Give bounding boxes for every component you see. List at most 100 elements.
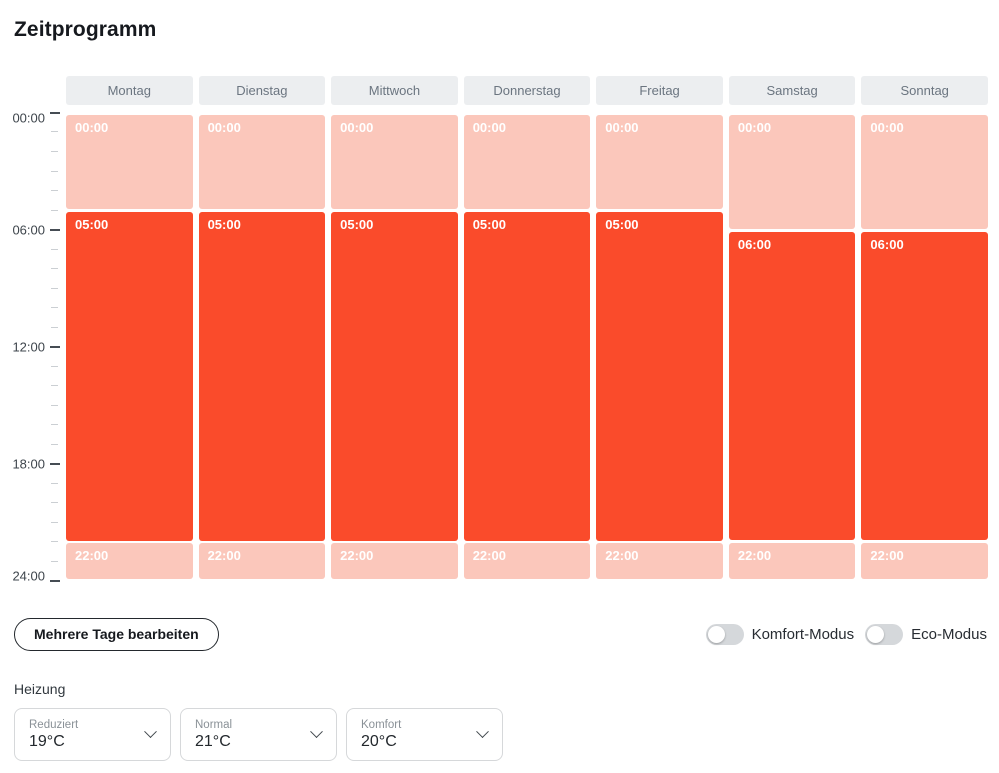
time-block[interactable]: 22:00 [463,543,591,580]
toggle-knob [867,626,885,643]
axis-tick-label: 24:00 [12,568,45,584]
day-track[interactable]: 00:00 05:00 22:00 [66,113,193,581]
day-column-freitag: Freitag 00:00 05:00 22:00 [596,76,723,581]
time-block[interactable]: 05:00 [463,212,591,541]
select-label: Komfort [361,718,402,731]
time-block-start-label: 05:00 [207,217,241,232]
time-block-start-label: 22:00 [75,548,109,564]
time-block[interactable]: 00:00 [596,114,723,209]
time-axis: 00:00 06:00 12:00 18:00 24:00 [0,110,66,584]
day-column-donnerstag: Donnerstag 00:00 05:00 22:00 [463,76,591,581]
temperature-selects: Reduziert 19°C Normal 21°C Komfort 20°C [14,708,999,761]
axis-tick [51,541,58,542]
time-block-start-label: 22:00 [207,548,241,564]
axis-tick [50,463,60,465]
axis-tick [51,209,58,211]
time-block-start-label: 22:00 [737,548,772,564]
edit-multiple-days-button[interactable]: Mehrere Tage bearbeiten [14,618,219,651]
time-block[interactable]: 22:00 [198,543,326,580]
day-track[interactable]: 00:00 05:00 22:00 [463,113,591,581]
day-track[interactable]: 00:00 06:00 22:00 [861,113,988,581]
time-block[interactable]: 00:00 [198,114,326,209]
time-block-start-label: 00:00 [472,119,506,135]
axis-tick [50,112,60,114]
select-texts: Normal 21°C [195,719,232,751]
actions-row: Mehrere Tage bearbeiten Komfort-Modus Ec… [14,618,987,651]
chevron-down-icon [144,725,157,739]
eco-modus-toggle[interactable] [865,624,904,645]
days-grid: Montag 00:00 05:00 22:00 Dienstag 00:00 05:00 2… [66,76,988,581]
day-track[interactable]: 00:00 05:00 22:00 [596,113,723,581]
day-header: Dienstag [198,76,326,105]
komfort-modus-toggle-group[interactable]: Komfort-Modus [705,624,855,645]
select-label: Normal [195,718,233,731]
time-block-start-label: 22:00 [472,548,506,564]
weekly-schedule-chart: 00:00 06:00 12:00 18:00 24:00 Montag 00:00 05:… [0,76,988,584]
time-block[interactable]: 00:00 [728,114,856,229]
komfort-temperature-select[interactable]: Komfort 20°C [346,708,503,761]
day-track[interactable]: 00:00 05:00 22:00 [198,113,326,581]
day-header: Montag [66,76,193,105]
day-track[interactable]: 00:00 06:00 22:00 [728,113,856,581]
time-block[interactable]: 22:00 [861,543,988,580]
time-block[interactable]: 00:00 [861,114,988,229]
time-block[interactable]: 05:00 [596,212,723,541]
mode-toggles: Komfort-Modus Eco-Modus [705,624,987,645]
time-block[interactable]: 22:00 [596,543,723,580]
reduziert-temperature-select[interactable]: Reduziert 19°C [14,708,171,761]
time-block[interactable]: 05:00 [331,212,458,541]
eco-modus-toggle-group[interactable]: Eco-Modus [865,624,987,645]
axis-tick [51,521,58,523]
select-texts: Reduziert 19°C [29,719,78,751]
day-column-sonntag: Sonntag 00:00 06:00 22:00 [861,76,988,581]
axis-tick [51,385,58,386]
chevron-down-icon [476,725,489,739]
day-column-mittwoch: Mittwoch 00:00 05:00 22:00 [331,76,458,581]
komfort-modus-toggle[interactable] [705,624,744,645]
axis-tick [51,150,58,152]
time-block-start-label: 05:00 [75,217,109,232]
time-block[interactable]: 06:00 [728,231,856,541]
time-block[interactable]: 06:00 [861,231,988,541]
time-block-start-label: 00:00 [605,119,639,135]
axis-tick [51,404,58,406]
axis-tick [51,502,58,503]
axis-tick-label: 18:00 [12,456,45,472]
eco-modus-label: Eco-Modus [911,626,987,643]
axis-tick [51,248,58,250]
time-block[interactable]: 00:00 [66,114,193,209]
time-block-start-label: 05:00 [340,217,374,232]
zeitprogramm-page: Zeitprogramm 00:00 06:00 12:00 18:00 24:00 M… [0,18,999,773]
time-block-start-label: 22:00 [870,548,904,564]
axis-tick [50,580,60,582]
time-block[interactable]: 22:00 [66,543,193,580]
time-block-start-label: 05:00 [472,217,506,232]
day-track[interactable]: 00:00 05:00 22:00 [331,113,458,581]
time-block[interactable]: 00:00 [331,114,458,209]
time-block-start-label: 00:00 [75,119,109,135]
komfort-modus-label: Komfort-Modus [751,626,855,643]
normal-temperature-select[interactable]: Normal 21°C [180,708,337,761]
axis-tick [50,229,60,231]
time-block-start-label: 00:00 [207,119,241,135]
time-block-start-label: 05:00 [605,217,639,232]
heating-section: Heizung Reduziert 19°C Normal 21°C Komfo… [14,681,999,761]
time-block[interactable]: 22:00 [331,543,458,580]
day-header: Sonntag [861,76,988,105]
time-block[interactable]: 05:00 [198,212,326,541]
axis-tick [51,189,58,191]
time-block-start-label: 06:00 [737,236,772,252]
time-block[interactable]: 05:00 [66,212,193,541]
time-block[interactable]: 00:00 [463,114,591,209]
time-block[interactable]: 22:00 [728,543,856,580]
axis-tick [51,423,58,425]
select-value: 21°C [195,732,231,750]
time-block-start-label: 22:00 [340,548,374,564]
day-header: Freitag [596,76,723,105]
select-value: 20°C [361,732,397,750]
axis-tick [50,346,60,348]
select-value: 19°C [29,732,65,750]
axis-tick [51,560,58,562]
axis-tick-label: 00:00 [12,110,45,126]
time-block-start-label: 22:00 [605,548,639,564]
